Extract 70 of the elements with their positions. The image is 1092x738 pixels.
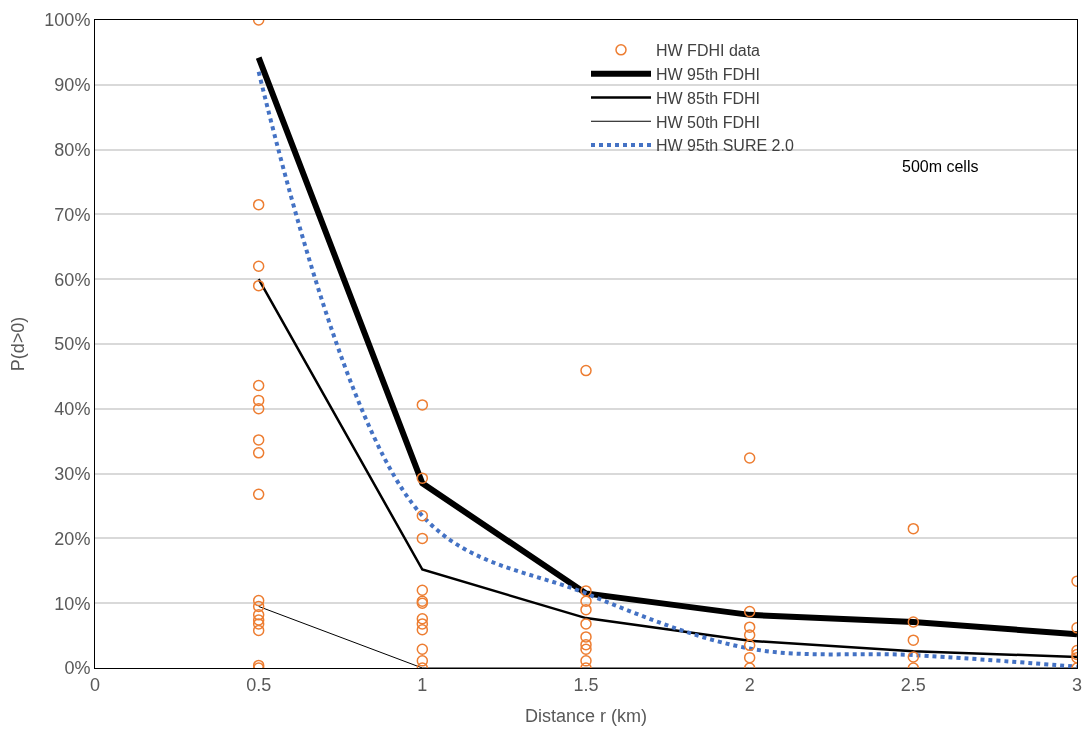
point	[416, 532, 429, 545]
legend-label: HW 85th FDHI	[656, 89, 761, 107]
point	[580, 603, 592, 616]
legend-label: HW 95th SURE 2.0	[656, 137, 794, 155]
x-tick-label: 2	[744, 674, 755, 695]
point	[252, 600, 265, 613]
point	[580, 631, 592, 643]
y-tick-label: 60%	[54, 269, 91, 290]
point	[416, 624, 429, 636]
x-tick-label: 0.5	[246, 674, 272, 695]
point	[252, 594, 265, 607]
x-tick-label: 1.5	[573, 674, 599, 695]
point	[743, 639, 756, 652]
y-tick-label: 70%	[54, 204, 91, 225]
y-axis-title: P(d>0)	[7, 316, 28, 372]
point	[416, 643, 429, 655]
annotation: 500m cells	[902, 158, 979, 175]
point	[416, 509, 429, 522]
point	[743, 452, 756, 464]
legend-label: HW 50th FDHI	[656, 113, 761, 131]
point	[907, 634, 920, 646]
point	[580, 655, 592, 667]
point	[252, 614, 265, 626]
y-tick-label: 90%	[54, 75, 91, 96]
point	[580, 364, 592, 377]
point	[252, 379, 265, 392]
x-tick-label: 0	[89, 674, 101, 695]
point	[907, 522, 920, 535]
point	[252, 403, 265, 415]
point	[416, 618, 429, 630]
point	[252, 488, 265, 501]
x-tick-label: 3	[1071, 674, 1083, 695]
legend-label: HW 95th FDHI	[656, 65, 761, 83]
point	[580, 585, 592, 597]
y-tick-label: 0%	[64, 658, 91, 679]
point	[416, 584, 429, 596]
point	[907, 651, 920, 663]
point	[416, 399, 429, 411]
y-tick-label: 40%	[54, 399, 91, 420]
x-tick-label: 1	[417, 674, 428, 695]
point	[252, 609, 265, 621]
y-tick-label: 10%	[54, 593, 91, 614]
point	[743, 651, 756, 664]
point	[743, 605, 756, 618]
y-tick-label: 80%	[54, 139, 91, 160]
point	[743, 629, 756, 641]
point	[416, 472, 429, 484]
point	[252, 447, 265, 459]
y-tick-label: 100%	[44, 10, 91, 31]
point	[580, 618, 592, 630]
y-tick-label: 30%	[54, 463, 91, 484]
point	[252, 434, 265, 446]
x-tick-label: 2.5	[900, 674, 926, 695]
legend-label: HW FDHI data	[656, 42, 761, 60]
point	[580, 643, 592, 655]
y-tick-label: 20%	[54, 528, 91, 549]
y-tick-label: 50%	[54, 334, 91, 355]
point	[580, 638, 592, 651]
point	[252, 394, 265, 407]
point	[416, 613, 429, 625]
point	[580, 595, 592, 608]
point	[743, 621, 756, 633]
point	[252, 618, 265, 630]
point	[252, 198, 265, 211]
point	[252, 260, 265, 272]
x-axis-title: Distance r (km)	[524, 705, 648, 726]
point	[252, 624, 265, 637]
point	[416, 655, 429, 667]
point	[907, 616, 920, 628]
point	[252, 279, 265, 292]
